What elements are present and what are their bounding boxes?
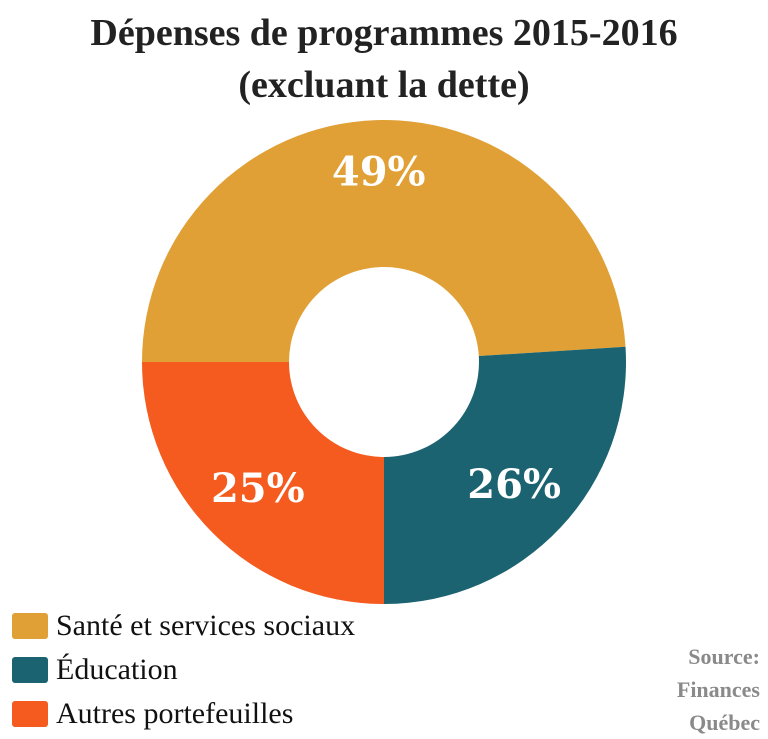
slice-label: 26% [467, 461, 561, 508]
slice-label: 25% [211, 465, 305, 512]
legend: Santé et services sociaux Éducation Autr… [12, 604, 355, 736]
chart-title: Dépenses de programmes 2015-2016 [90, 12, 678, 54]
source-line: Source: [688, 644, 760, 669]
source-line: Finances [676, 677, 760, 702]
legend-item: Éducation [12, 648, 355, 692]
legend-swatch [12, 701, 48, 727]
source-line: Québec [689, 710, 760, 735]
chart-subtitle: (excluant la dette) [238, 64, 530, 106]
source-note: Source: Finances Québec [677, 640, 760, 739]
legend-item: Autres portefeuilles [12, 692, 355, 736]
donut-slice [384, 346, 626, 604]
legend-swatch [12, 657, 48, 683]
donut-slice [142, 362, 384, 604]
donut-slice [142, 120, 626, 362]
legend-item: Santé et services sociaux [12, 604, 355, 648]
legend-label: Éducation [56, 653, 178, 686]
slice-label: 49% [332, 149, 426, 196]
legend-label: Santé et services sociaux [56, 609, 356, 642]
legend-label: Autres portefeuilles [56, 697, 294, 730]
legend-swatch [12, 613, 48, 639]
